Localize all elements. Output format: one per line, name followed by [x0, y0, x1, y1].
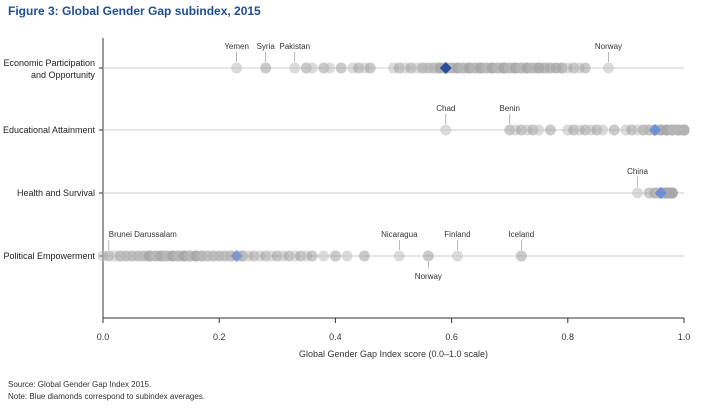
data-point — [579, 62, 591, 74]
data-point — [533, 124, 545, 136]
data-point — [329, 250, 341, 262]
data-point — [260, 62, 272, 74]
data-point — [289, 62, 301, 74]
x-tick-label: 0.8 — [562, 332, 575, 342]
data-point — [678, 124, 690, 136]
country-annotation: Syria — [257, 42, 276, 51]
data-point — [306, 250, 318, 262]
average-marker — [654, 187, 667, 199]
country-annotation: Norway — [595, 42, 622, 51]
country-annotation: Yemen — [224, 42, 249, 51]
data-point — [515, 250, 527, 262]
country-annotation: China — [627, 167, 648, 176]
country-annotation: Brunei Darussalam — [109, 230, 177, 239]
data-point — [422, 250, 434, 262]
x-axis-label: Global Gender Gap Index score (0.0–1.0 s… — [299, 349, 488, 359]
data-point — [608, 124, 620, 136]
country-annotation: Nicaragua — [381, 230, 418, 239]
data-point — [666, 187, 678, 199]
category-label: Health and Survival — [17, 188, 95, 198]
country-annotation: Finland — [444, 230, 470, 239]
category-label: Economic Participation — [3, 58, 95, 68]
figure-title: Figure 3: Global Gender Gap subindex, 20… — [8, 4, 261, 18]
average-marker — [230, 250, 243, 262]
average-marker — [439, 62, 452, 74]
data-point — [364, 62, 376, 74]
data-point — [597, 124, 609, 136]
average-marker — [648, 124, 661, 136]
category-label: Educational Attainment — [3, 125, 96, 135]
data-point — [306, 62, 318, 74]
category-label: Political Empowerment — [3, 251, 95, 261]
data-point — [324, 62, 336, 74]
x-tick-label: 0.6 — [445, 332, 458, 342]
x-tick-label: 0.0 — [97, 332, 110, 342]
data-point — [358, 250, 370, 262]
country-annotation: Norway — [415, 272, 442, 281]
data-point — [451, 250, 463, 262]
x-tick-label: 0.4 — [329, 332, 342, 342]
source-note: Source: Global Gender Gap Index 2015. — [8, 380, 152, 389]
data-point — [544, 124, 556, 136]
country-annotation: Chad — [436, 104, 455, 113]
country-annotation: Pakistan — [279, 42, 310, 51]
data-point — [393, 250, 405, 262]
data-point — [341, 250, 353, 262]
country-annotation: Benin — [499, 104, 519, 113]
data-point — [632, 187, 644, 199]
category-label: and Opportunity — [31, 70, 96, 80]
country-annotation: Iceland — [508, 230, 534, 239]
data-point — [231, 62, 243, 74]
data-point — [318, 250, 330, 262]
x-tick-label: 0.2 — [213, 332, 226, 342]
data-point — [440, 124, 452, 136]
footnote: Note: Blue diamonds correspond to subind… — [8, 392, 206, 401]
data-point — [602, 62, 614, 74]
x-tick-label: 1.0 — [678, 332, 691, 342]
data-point — [335, 62, 347, 74]
